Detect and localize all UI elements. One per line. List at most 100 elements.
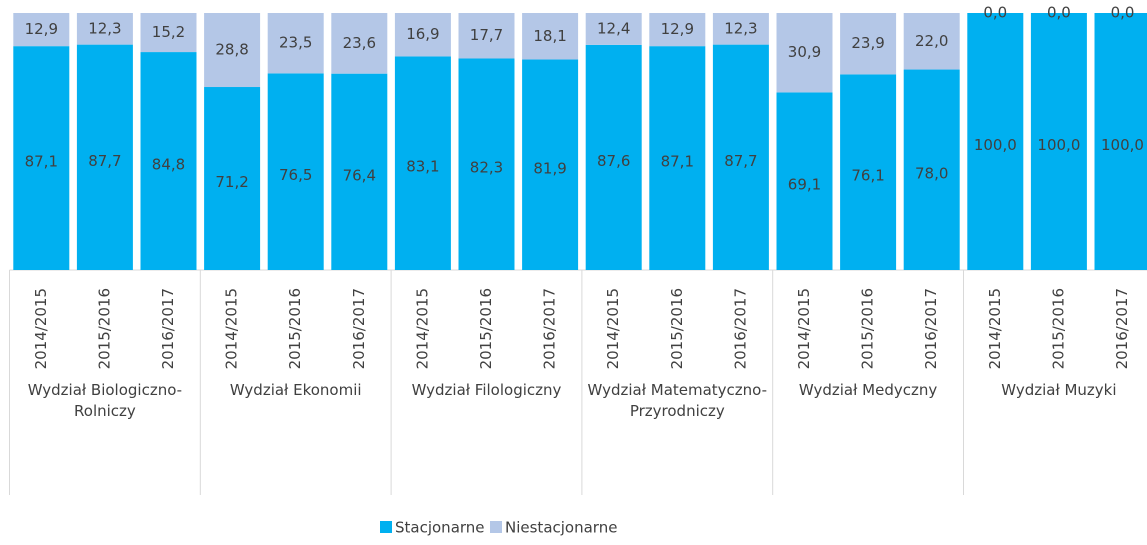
value-label: 83,1: [406, 158, 439, 176]
x-tick-label: 2014/2015: [413, 288, 431, 369]
bar-segment: [712, 44, 769, 271]
bar-segment: [585, 44, 642, 271]
group-label: Wydział Medyczny: [798, 381, 938, 399]
bar-segment: [458, 13, 515, 59]
value-label: 23,9: [851, 34, 884, 52]
legend-swatch: [380, 521, 392, 533]
value-label: 12,3: [724, 19, 757, 37]
value-label: 0,0: [983, 4, 1007, 22]
value-label: 28,8: [215, 41, 248, 59]
value-label: 87,6: [597, 152, 630, 170]
x-tick-label: 2015/2016: [668, 288, 686, 369]
x-tick-label: 2016/2017: [1113, 288, 1131, 369]
legend-label: Niestacjonarne: [505, 519, 617, 537]
value-label: 69,1: [788, 176, 821, 194]
x-tick-label: 2015/2016: [859, 288, 877, 369]
value-label: 87,7: [88, 152, 121, 170]
x-tick-label: 2016/2017: [922, 288, 940, 369]
value-label: 76,4: [343, 166, 376, 184]
bar-segment: [967, 13, 1024, 270]
value-label: 18,1: [533, 27, 566, 45]
bar-segment: [1094, 13, 1147, 270]
value-label: 0,0: [1111, 4, 1135, 22]
x-tick-label: 2016/2017: [350, 288, 368, 369]
value-label: 12,9: [25, 20, 58, 38]
bar-segment: [331, 73, 388, 270]
bar-segment: [13, 13, 70, 47]
bar-segment: [522, 59, 579, 270]
value-label: 76,5: [279, 166, 312, 184]
x-tick-label: 2015/2016: [1049, 288, 1067, 369]
value-label: 23,5: [279, 34, 312, 52]
value-label: 84,8: [152, 156, 185, 174]
bar-segment: [13, 46, 70, 270]
bar-segment: [840, 74, 897, 270]
bar-segment: [649, 13, 706, 47]
group-label-box: Wydział Muzyki: [1001, 381, 1117, 399]
value-label: 100,0: [1037, 136, 1080, 154]
value-label: 87,1: [25, 153, 58, 171]
x-tick-label: 2016/2017: [541, 288, 559, 369]
value-label: 71,2: [215, 173, 248, 191]
group-label-box: Wydział Ekonomii: [229, 381, 362, 399]
x-tick-label: 2014/2015: [223, 288, 241, 369]
value-label: 15,2: [152, 23, 185, 41]
value-label: 100,0: [974, 136, 1017, 154]
x-tick-label: 2016/2017: [159, 288, 177, 369]
bar-segment: [267, 13, 324, 74]
bar-segment: [204, 87, 261, 271]
value-label: 87,7: [724, 152, 757, 170]
x-tick-label: 2014/2015: [604, 288, 622, 369]
value-label: 81,9: [533, 159, 566, 177]
group-label-box: Wydział Filologiczny: [411, 381, 562, 399]
group-label-box: Wydział Biologiczno-Rolniczy: [27, 381, 183, 420]
value-label: 82,3: [470, 159, 503, 177]
value-label: 78,0: [915, 164, 948, 182]
group-label: Wydział Muzyki: [1001, 381, 1117, 399]
value-label: 17,7: [470, 26, 503, 44]
x-tick-label: 2015/2016: [95, 288, 113, 369]
value-label: 12,9: [661, 20, 694, 38]
value-label: 16,9: [406, 25, 439, 43]
value-label: 30,9: [788, 43, 821, 61]
bar-segment: [649, 46, 706, 270]
bar-segment: [267, 73, 324, 271]
bar-segment: [776, 92, 833, 271]
bar-segment: [394, 56, 451, 270]
legend-swatch: [490, 521, 502, 533]
group-label: Wydział Biologiczno-Rolniczy: [27, 381, 183, 420]
x-tick-label: 2015/2016: [286, 288, 304, 369]
value-label: 87,1: [661, 153, 694, 171]
bar-segment: [1030, 13, 1087, 270]
value-label: 22,0: [915, 32, 948, 50]
bar-segment: [394, 13, 451, 57]
bar-segment: [585, 13, 642, 45]
group-label: Wydział Ekonomii: [229, 381, 362, 399]
bar-segment: [458, 58, 515, 270]
x-tick-label: 2014/2015: [795, 288, 813, 369]
value-label: 12,4: [597, 19, 630, 37]
bar-segment: [331, 13, 388, 74]
x-tick-label: 2014/2015: [986, 288, 1004, 369]
bar-segment: [76, 44, 133, 271]
value-label: 100,0: [1101, 136, 1144, 154]
x-tick-label: 2016/2017: [731, 288, 749, 369]
value-label: 0,0: [1047, 4, 1071, 22]
bar-segment: [76, 13, 133, 45]
value-label: 76,1: [851, 167, 884, 185]
bar-segment: [776, 13, 833, 93]
group-label: Wydział Filologiczny: [411, 381, 562, 399]
value-label: 23,6: [343, 34, 376, 52]
bar-segment: [140, 13, 197, 53]
bar-segment: [840, 13, 897, 75]
bar-segment: [522, 13, 579, 60]
bar-segment: [204, 13, 261, 88]
x-tick-label: 2014/2015: [32, 288, 50, 369]
value-label: 12,3: [88, 19, 121, 37]
group-label-box: Wydział Medyczny: [798, 381, 938, 399]
group-label-box: Wydział Matematyczno-Przyrodniczy: [588, 381, 768, 420]
legend-label: Stacjonarne: [395, 519, 485, 537]
bar-segment: [903, 13, 960, 70]
bar-segment: [903, 69, 960, 270]
bar-segment: [140, 52, 197, 271]
